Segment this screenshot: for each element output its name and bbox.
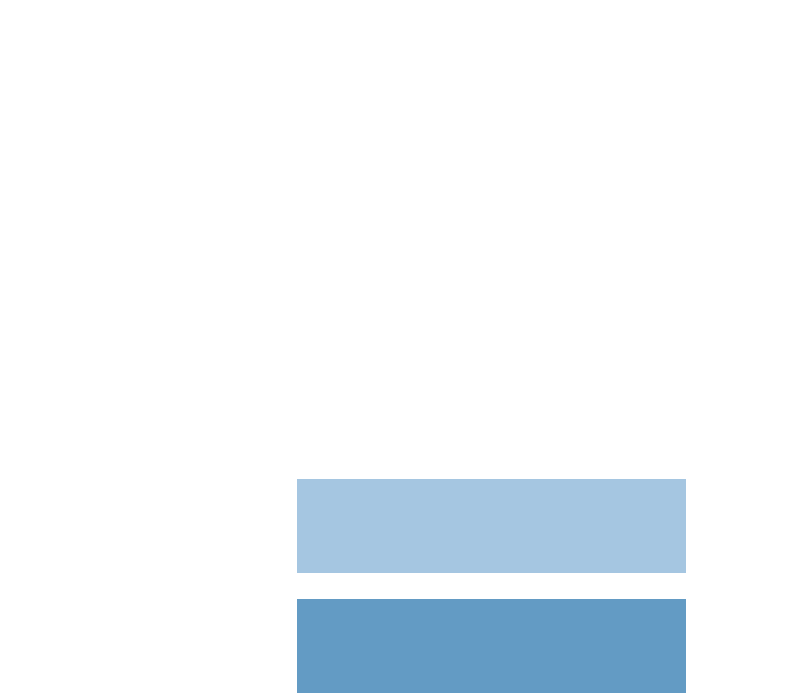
medium-blue-block	[297, 599, 686, 693]
light-blue-block	[297, 479, 686, 573]
